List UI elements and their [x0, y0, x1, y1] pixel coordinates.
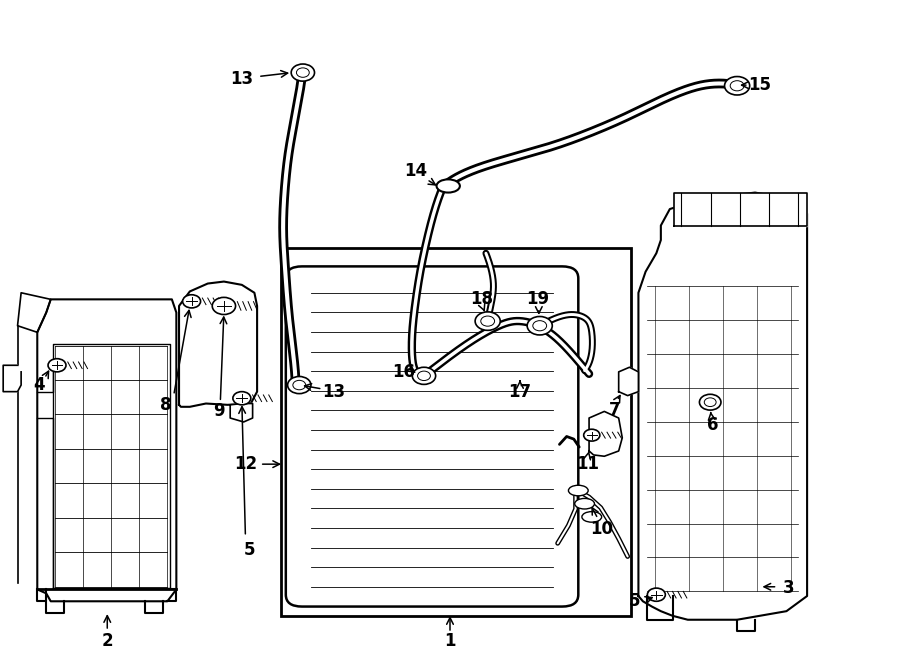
Polygon shape: [17, 293, 21, 596]
Ellipse shape: [436, 179, 460, 193]
Text: 18: 18: [470, 291, 493, 308]
Polygon shape: [179, 281, 257, 407]
Text: 5: 5: [243, 541, 255, 559]
Polygon shape: [638, 193, 807, 620]
Circle shape: [730, 81, 744, 91]
Polygon shape: [674, 193, 807, 226]
Polygon shape: [590, 411, 622, 456]
Text: 5: 5: [629, 592, 641, 610]
Text: 4: 4: [33, 376, 45, 394]
Circle shape: [296, 68, 310, 77]
Circle shape: [527, 316, 553, 335]
FancyBboxPatch shape: [286, 266, 579, 606]
Circle shape: [584, 429, 599, 441]
Circle shape: [212, 297, 236, 314]
Circle shape: [533, 320, 546, 331]
Text: 15: 15: [748, 76, 771, 94]
Bar: [282, 248, 631, 616]
Text: 12: 12: [234, 455, 257, 473]
Polygon shape: [618, 367, 638, 396]
Ellipse shape: [582, 512, 601, 522]
Text: 16: 16: [392, 363, 415, 381]
Text: 8: 8: [160, 396, 171, 414]
Circle shape: [288, 377, 310, 394]
Ellipse shape: [575, 498, 595, 509]
Circle shape: [48, 359, 66, 372]
Circle shape: [292, 381, 306, 390]
Circle shape: [412, 367, 436, 385]
Polygon shape: [4, 365, 21, 392]
Ellipse shape: [569, 485, 589, 496]
Text: 14: 14: [404, 162, 428, 181]
Text: 11: 11: [577, 455, 599, 473]
Text: 3: 3: [783, 579, 795, 597]
Circle shape: [705, 398, 716, 406]
Circle shape: [481, 316, 495, 326]
Text: 17: 17: [508, 383, 532, 401]
Text: 19: 19: [526, 291, 550, 308]
Circle shape: [699, 395, 721, 410]
Text: 7: 7: [608, 401, 620, 419]
Circle shape: [724, 77, 750, 95]
Text: 1: 1: [445, 632, 455, 650]
Text: 10: 10: [590, 520, 613, 538]
Text: 2: 2: [102, 632, 113, 650]
Text: 6: 6: [707, 416, 718, 434]
Polygon shape: [17, 293, 50, 332]
Circle shape: [233, 392, 251, 405]
Circle shape: [475, 312, 500, 330]
Text: 13: 13: [322, 383, 345, 401]
Polygon shape: [230, 404, 253, 422]
Circle shape: [418, 371, 430, 381]
Circle shape: [183, 295, 201, 308]
Circle shape: [292, 64, 314, 81]
Text: 13: 13: [230, 70, 254, 88]
Text: 9: 9: [212, 402, 224, 420]
Circle shape: [647, 588, 665, 601]
Polygon shape: [37, 299, 176, 601]
